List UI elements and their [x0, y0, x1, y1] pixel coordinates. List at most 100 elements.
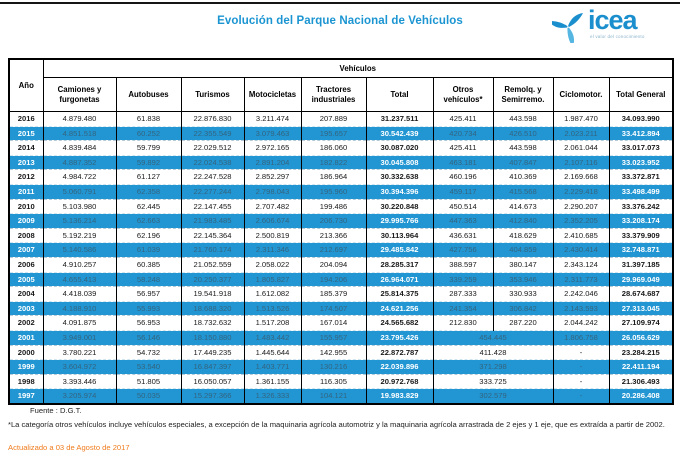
cell-motocicletas: 2.891.204 [243, 154, 302, 170]
cell-remolq: 412.840 [492, 213, 554, 229]
cell-year: 1997 [8, 388, 44, 404]
logo-wordmark: icea [588, 5, 638, 35]
cell-camiones: 4.655.413 [42, 271, 117, 287]
cell-remolq: 410.369 [492, 169, 554, 185]
cell-total-general: 29.969.049 [608, 271, 674, 287]
cell-ciclomotor: 2.410.685 [552, 227, 610, 243]
cell-total-general: 31.397.185 [608, 256, 674, 273]
cell-tractores: 142.955 [300, 344, 367, 360]
cell-total: 26.964.071 [365, 271, 434, 287]
cell-motocicletas: 2.500.819 [243, 227, 302, 243]
cell-camiones: 4.188.910 [42, 300, 117, 316]
cell-total: 30.332.638 [365, 169, 434, 185]
page-title: Evolución del Parque Nacional de Vehícul… [217, 15, 463, 27]
cell-camiones: 4.887.352 [42, 154, 117, 170]
cell-turismos: 21.983.485 [180, 213, 245, 229]
cell-total-general: 32.748.871 [608, 242, 674, 258]
cell-ciclomotor: 2.290.207 [552, 198, 610, 214]
cell-year: 2011 [8, 183, 44, 200]
cell-otros: 447.363 [432, 213, 494, 229]
cell-autobuses: 54.732 [115, 344, 182, 360]
cell-camiones: 5.140.586 [42, 242, 117, 258]
cell-total-general: 27.313.045 [608, 300, 674, 316]
cell-remolq: 287.220 [492, 315, 554, 331]
table-row: 1997 3.205.974 50.035 15.297.366 1.326.333 10… [8, 388, 674, 404]
cell-camiones: 4.984.722 [42, 169, 117, 185]
cell-otros: 339.259 [432, 271, 494, 287]
top-border-line [0, 2, 680, 4]
table-row: 2007 5.140.586 61.039 21.760.174 2.311.346 21… [8, 242, 674, 258]
cell-turismos: 22.355.549 [180, 125, 245, 141]
cell-year: 2007 [8, 242, 44, 258]
cell-total-general: 33.017.073 [608, 140, 674, 156]
cell-autobuses: 62.196 [115, 227, 182, 243]
cell-total: 28.285.317 [365, 256, 434, 273]
column-header: Total General [608, 77, 674, 112]
cell-tractores: 186.964 [300, 169, 367, 185]
cell-otros: 436.631 [432, 227, 494, 243]
cell-otros: 463.181 [432, 154, 494, 170]
cell-ciclomotor: 2.242.046 [552, 286, 610, 302]
cell-total: 19.983.829 [365, 388, 434, 404]
cell-year: 2005 [8, 271, 44, 287]
cell-motocicletas: 1.361.155 [243, 373, 302, 389]
cell-total: 25.814.375 [365, 286, 434, 302]
table-row: 2001 3.949.001 56.146 18.150.880 1.483.442 15… [8, 329, 674, 345]
cell-camiones: 5.103.980 [42, 198, 117, 214]
cell-year: 2003 [8, 300, 44, 316]
cell-turismos: 18.688.320 [180, 300, 245, 316]
cell-otros-remolq: 333.725 [432, 373, 554, 389]
cell-otros-remolq: 454.445 [432, 329, 554, 345]
cell-total-general: 21.306.493 [608, 373, 674, 389]
cell-remolq: 418.629 [492, 227, 554, 243]
table-row: 2009 5.136.214 62.663 21.983.485 2.606.674 20… [8, 213, 674, 229]
cell-motocicletas: 2.707.482 [243, 198, 302, 214]
cell-motocicletas: 1.483.442 [243, 329, 302, 345]
cell-autobuses: 60.385 [115, 256, 182, 273]
cell-year: 2009 [8, 213, 44, 229]
cell-turismos: 22.277.244 [180, 183, 245, 200]
table-header: Año Vehículos Camiones y furgonetas Autob… [8, 58, 674, 112]
cell-tractores: 206.730 [300, 213, 367, 229]
cell-year: 2000 [8, 344, 44, 360]
cell-year: 2001 [8, 329, 44, 345]
cell-remolq: 443.598 [492, 140, 554, 156]
cell-motocicletas: 2.606.674 [243, 213, 302, 229]
cell-year: 1998 [8, 373, 44, 389]
cell-otros: 287.333 [432, 286, 494, 302]
group-header-vehiculos: Vehículos [42, 58, 674, 78]
cell-autobuses: 59.892 [115, 154, 182, 170]
cell-tractores: 194.206 [300, 271, 367, 287]
cell-camiones: 4.839.484 [42, 140, 117, 156]
cell-year: 2006 [8, 256, 44, 273]
column-header: Remolq. y Semirremo. [492, 77, 554, 112]
cell-total-general: 33.498.499 [608, 183, 674, 200]
cell-turismos: 22.247.528 [180, 169, 245, 185]
cell-tractores: 186.060 [300, 140, 367, 156]
cell-total-general: 34.093.990 [608, 111, 674, 127]
cell-ciclomotor: 2.343.124 [552, 256, 610, 273]
cell-otros: 425.411 [432, 111, 494, 127]
cell-tractores: 182.822 [300, 154, 367, 170]
cell-autobuses: 61.127 [115, 169, 182, 185]
cell-turismos: 15.297.366 [180, 388, 245, 404]
cell-camiones: 5.136.214 [42, 213, 117, 229]
cell-motocicletas: 1.805.827 [243, 271, 302, 287]
cell-year: 2012 [8, 169, 44, 185]
updated-date: Actualizado a 03 de Agosto de 2017 [8, 443, 130, 452]
table-row: 1998 3.393.446 51.805 16.050.057 1.361.155 11… [8, 373, 674, 389]
cell-total-general: 28.674.687 [608, 286, 674, 302]
cell-otros-remolq: 302.579 [432, 388, 554, 404]
column-header: Tractores industriales [300, 77, 367, 112]
cell-camiones: 3.205.974 [42, 388, 117, 404]
cell-total: 31.237.511 [365, 111, 434, 127]
cell-turismos: 22.145.364 [180, 227, 245, 243]
cell-total: 23.795.426 [365, 329, 434, 345]
cell-motocicletas: 1.513.526 [243, 300, 302, 316]
cell-remolq: 330.933 [492, 286, 554, 302]
cell-tractores: 195.960 [300, 183, 367, 200]
cell-total: 20.972.768 [365, 373, 434, 389]
cell-year: 2010 [8, 198, 44, 214]
cell-autobuses: 58.248 [115, 271, 182, 287]
cell-tractores: 195.657 [300, 125, 367, 141]
